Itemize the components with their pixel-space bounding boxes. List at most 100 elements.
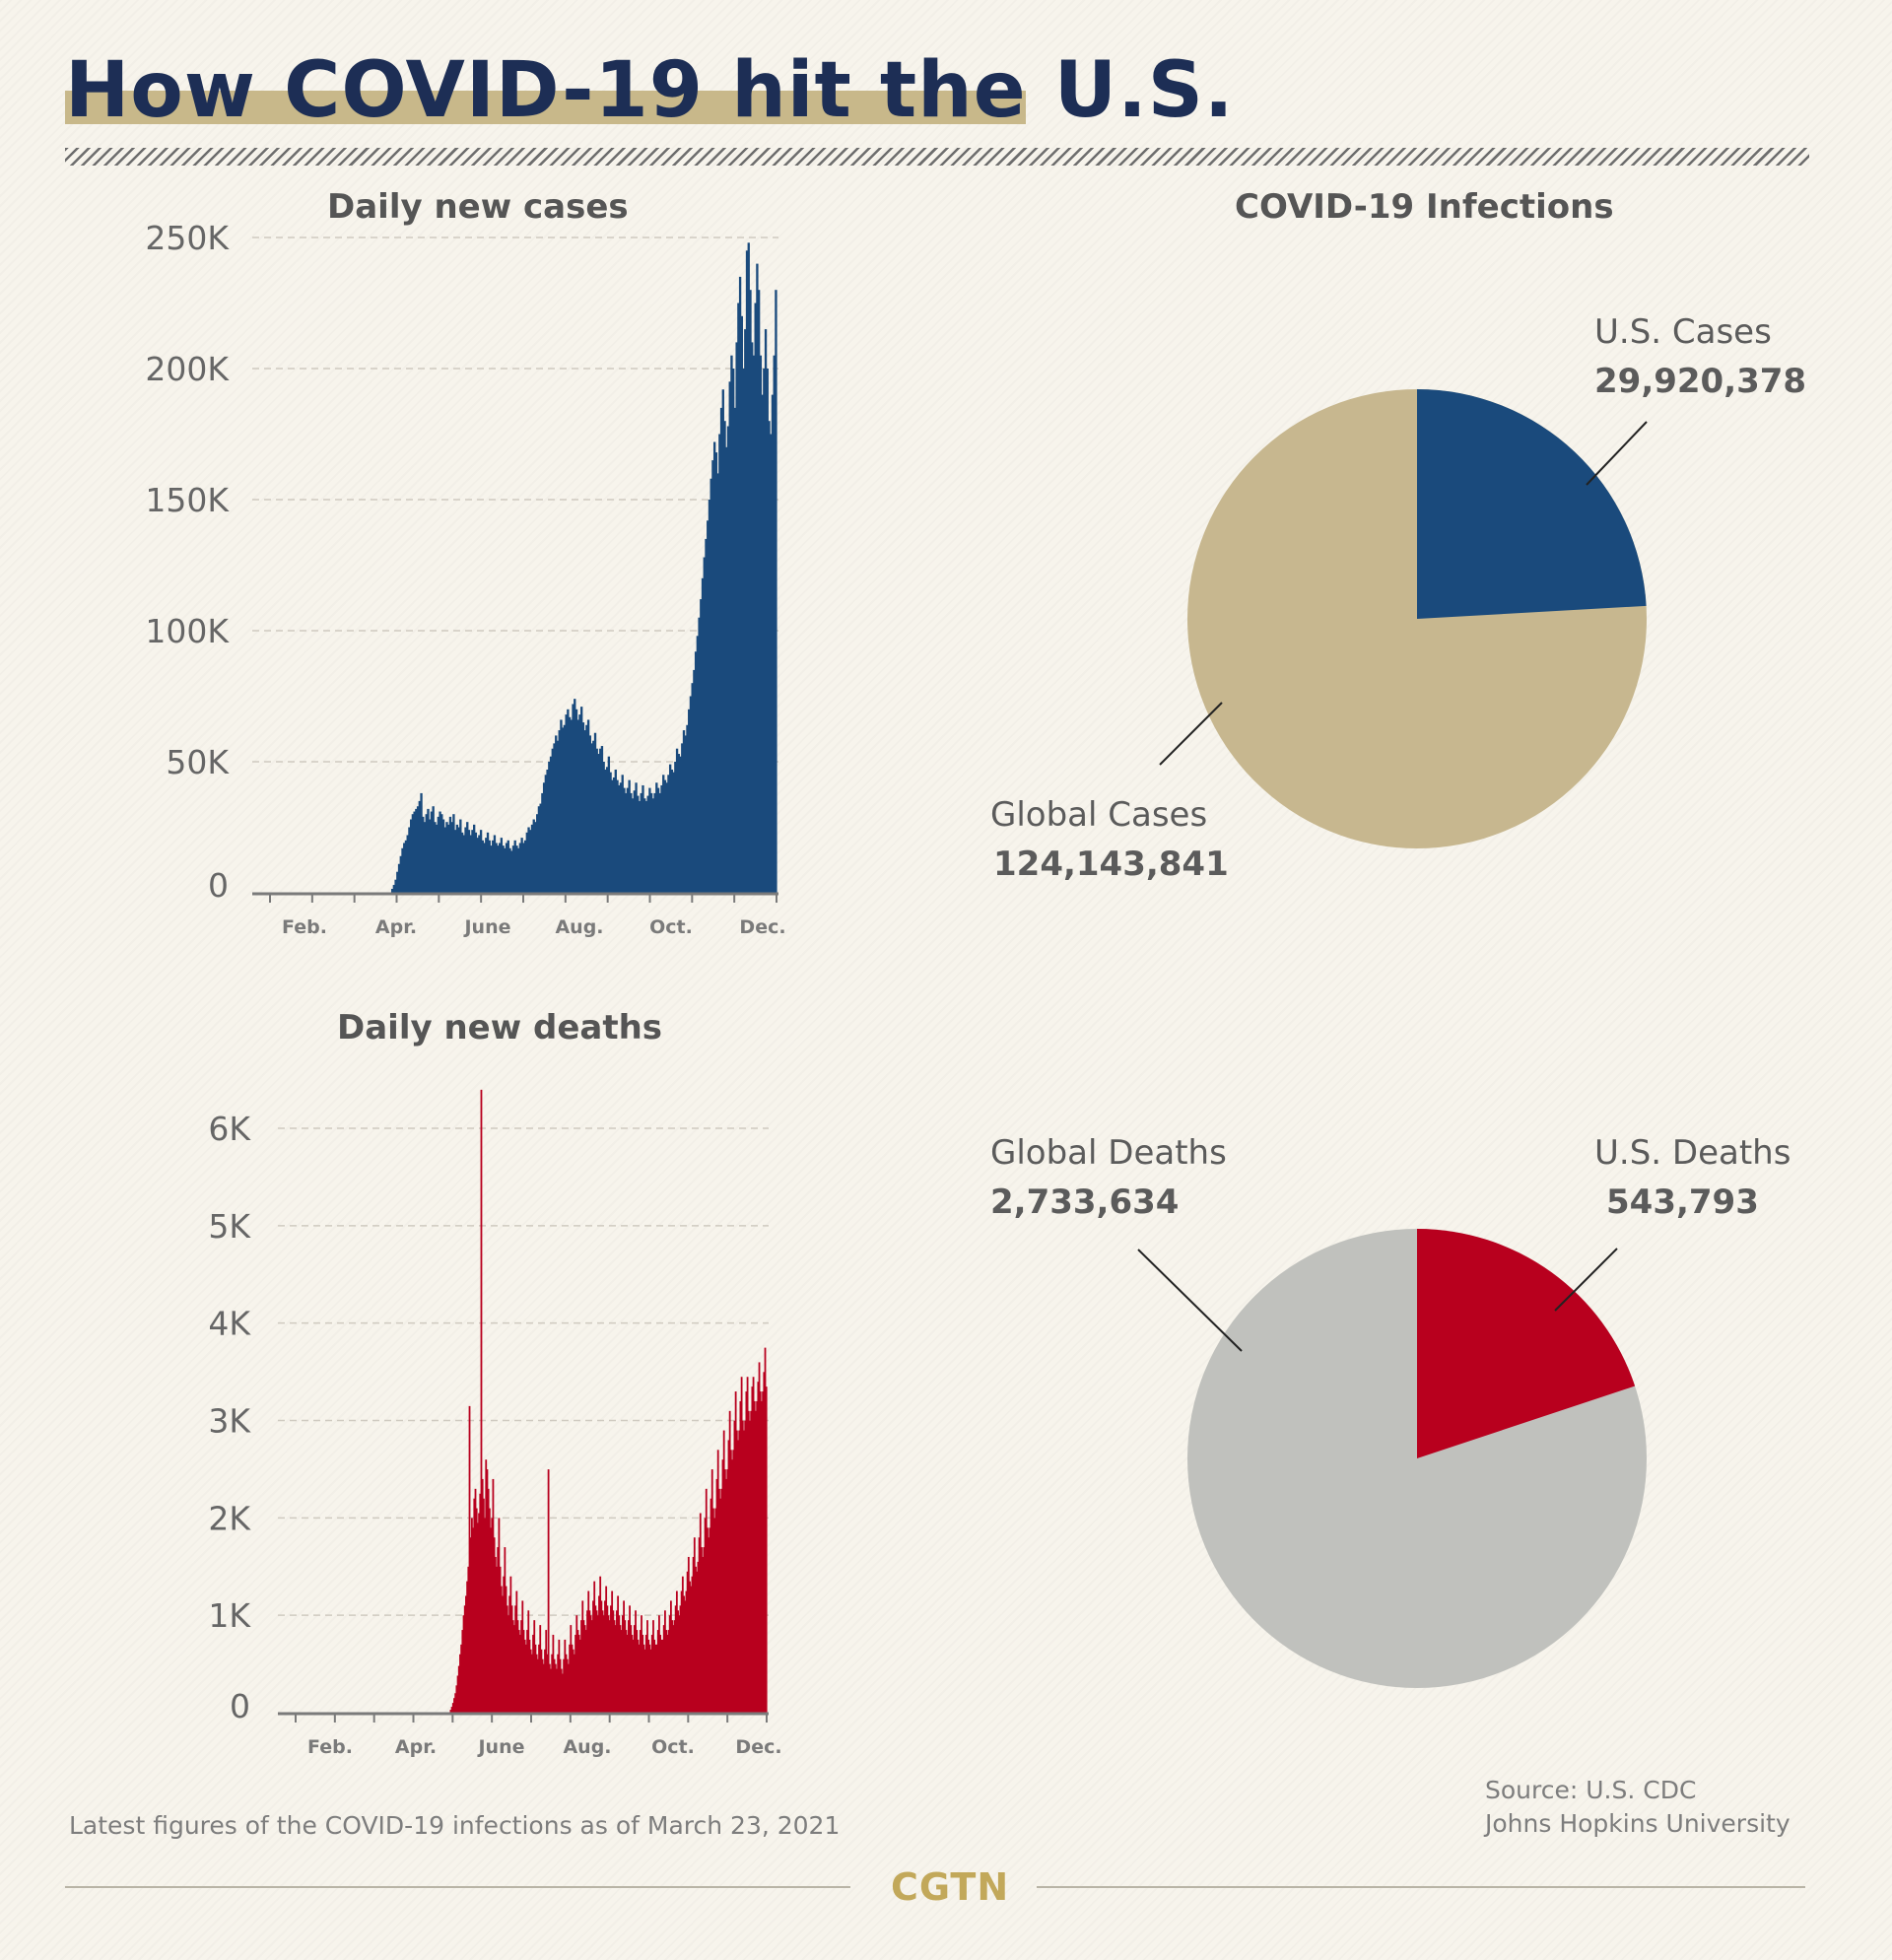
deaths-global-label: Global Deaths: [990, 1133, 1227, 1173]
cases-bar: [486, 832, 490, 893]
cases-bar: [467, 830, 471, 893]
cases-bar: [507, 840, 509, 893]
cases-bar: [658, 792, 661, 893]
deaths-bar: [564, 1639, 567, 1713]
cases-bar: [644, 800, 648, 893]
cases-global-leader: [1159, 702, 1223, 766]
deaths-bar: [532, 1634, 534, 1713]
deaths-bar: [540, 1649, 543, 1713]
deaths-bar: [673, 1620, 676, 1713]
deaths-bar: [484, 1518, 486, 1713]
cases-bar: [700, 599, 703, 893]
cases-bar: [542, 782, 546, 893]
cases-bar: [599, 748, 602, 893]
cases-bar: [642, 784, 644, 893]
deaths-bar: [457, 1665, 460, 1713]
cases-bar: [409, 819, 413, 893]
deaths-bar: [759, 1391, 762, 1713]
deaths-bar: [505, 1586, 507, 1713]
deaths-bar: [498, 1518, 501, 1713]
source-line-1: Source: U.S. CDC: [1485, 1776, 1697, 1804]
cases-bar: [618, 784, 621, 893]
cases-bar: [500, 838, 504, 893]
deaths-bar: [471, 1518, 473, 1713]
deaths-bar: [625, 1630, 628, 1713]
cases-global-label: Global Cases: [990, 795, 1207, 835]
deaths-x-tick-label: Oct.: [651, 1736, 695, 1758]
deaths-bar: [662, 1625, 665, 1713]
cases-bar: [764, 329, 768, 894]
deaths-us-leader: [1554, 1248, 1618, 1312]
cases-bar: [714, 452, 718, 893]
cases-bar: [619, 782, 623, 893]
title-highlight-band: [65, 91, 1026, 124]
deaths-bar: [529, 1649, 532, 1713]
deaths-bar: [500, 1586, 503, 1713]
cases-bar: [737, 303, 740, 893]
cases-bar: [593, 732, 597, 893]
cases-bar: [541, 792, 544, 893]
deaths-bar: [563, 1658, 566, 1713]
deaths-bar: [516, 1620, 519, 1713]
deaths-bar: [699, 1513, 702, 1713]
deaths-bar: [497, 1547, 500, 1713]
cases-bar: [485, 838, 488, 893]
cases-bar: [574, 709, 578, 893]
cases-bar: [515, 845, 518, 893]
deaths-bar: [519, 1634, 521, 1713]
cases-bar: [693, 669, 696, 893]
cases-bar: [536, 814, 539, 893]
cases-y-tick-label: 100K: [145, 612, 230, 650]
cases-bar: [570, 719, 573, 893]
cases-y-tick-label: 150K: [145, 481, 230, 519]
deaths-bar: [568, 1663, 570, 1713]
deaths-bar: [589, 1615, 592, 1713]
deaths-y-tick-label: 5K: [208, 1207, 251, 1246]
deaths-x-tick-label: Dec.: [735, 1736, 781, 1758]
deaths-bar: [713, 1518, 716, 1713]
deaths-bar: [574, 1634, 576, 1713]
cases-bar: [459, 819, 462, 893]
deaths-bar: [728, 1410, 731, 1713]
deaths-bar: [584, 1630, 587, 1713]
page-title: How COVID-19 hit the U.S.: [65, 46, 1235, 135]
deaths-bar: [764, 1347, 767, 1713]
cases-us-label: U.S. Cases: [1594, 312, 1772, 352]
deaths-bar: [490, 1527, 492, 1713]
deaths-bar: [638, 1644, 641, 1713]
deaths-bar: [750, 1410, 753, 1713]
cases-bar: [763, 369, 766, 893]
deaths-bar: [569, 1644, 572, 1713]
cases-bar: [660, 784, 663, 893]
cases-bar: [677, 754, 680, 893]
cases-bar: [520, 838, 523, 893]
deaths-bar: [553, 1658, 556, 1713]
cases-bar: [471, 830, 474, 893]
cases-bar: [605, 767, 609, 893]
cases-bar: [590, 743, 593, 893]
cases-bar: [688, 709, 691, 893]
cases-bar: [708, 500, 711, 893]
deaths-bar: [461, 1630, 464, 1713]
deaths-bar: [690, 1586, 693, 1713]
cases-bar: [625, 792, 628, 893]
source-line-2: Johns Hopkins University: [1485, 1809, 1791, 1838]
deaths-bar: [721, 1459, 724, 1713]
cases-chart-title: Daily new cases: [327, 187, 629, 227]
cases-bar: [411, 814, 415, 893]
deaths-bar: [601, 1610, 604, 1713]
cases-bar: [462, 835, 465, 893]
cases-bar: [478, 835, 481, 893]
deaths-bar: [740, 1377, 743, 1713]
deaths-chart: 6K 5K 4K 3K 2K 1K 0 Feb. Apr. June Aug. Oct. Dec.: [208, 1089, 782, 1758]
cases-bar: [752, 355, 756, 893]
deaths-bar: [576, 1630, 579, 1713]
deaths-bar: [451, 1703, 454, 1713]
cases-bar: [492, 840, 495, 893]
cases-bar: [696, 636, 700, 893]
cases-bar: [649, 792, 653, 893]
deaths-bar: [650, 1634, 653, 1713]
deaths-bar: [726, 1469, 729, 1713]
deaths-bar: [504, 1547, 507, 1713]
cases-bar: [635, 782, 638, 893]
